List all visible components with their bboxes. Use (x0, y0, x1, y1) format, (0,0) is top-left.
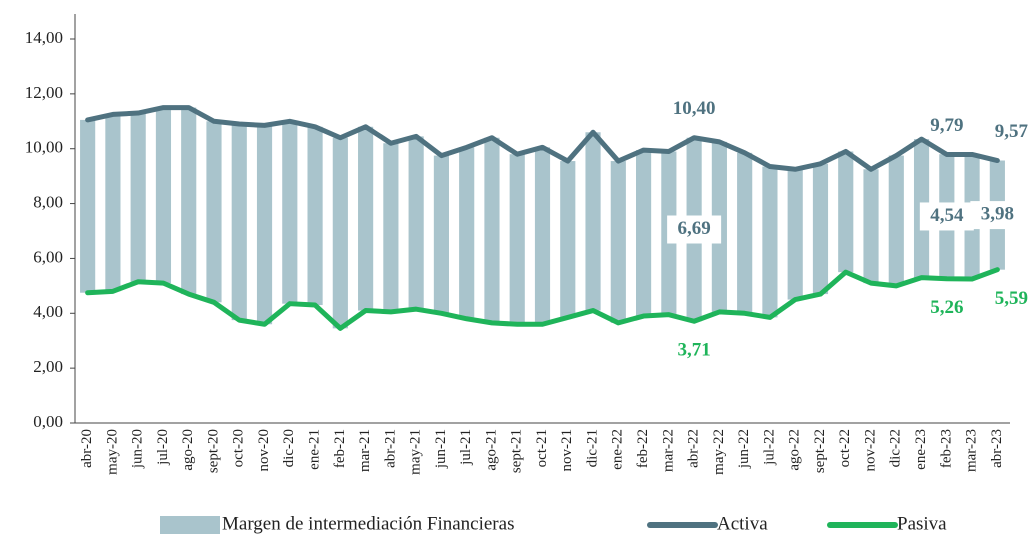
x-tick-label: ago-21 (483, 429, 499, 471)
x-tick-label: jun-22 (736, 429, 752, 469)
label-bg (919, 202, 974, 231)
data-label: 4,54 (930, 205, 964, 226)
legend-label: Margen de intermediación Financieras (222, 513, 514, 534)
bar (383, 143, 399, 312)
bar (585, 132, 601, 311)
x-tick-label: nov-20 (256, 429, 272, 472)
x-tick-label: mar-23 (964, 429, 980, 472)
bar (433, 155, 449, 314)
x-tick-label: sept-21 (509, 429, 525, 473)
bar (838, 151, 854, 273)
y-tick-label: 12,00 (25, 83, 63, 102)
x-tick-label: ene-21 (307, 429, 323, 470)
bar (888, 155, 904, 286)
x-tick-label: oct-22 (837, 429, 853, 467)
label-bg (667, 215, 722, 244)
x-tick-label: ago-20 (180, 429, 196, 471)
x-tick-label: abr-20 (79, 429, 95, 468)
bar (560, 161, 576, 318)
x-tick-label: oct-21 (534, 429, 550, 467)
y-tick-label: 14,00 (25, 28, 63, 47)
x-tick-label: dic-22 (888, 429, 904, 467)
x-tick-label: ene-22 (610, 429, 626, 470)
x-tick-label: feb-23 (938, 429, 954, 468)
x-tick-label: abr-22 (686, 429, 702, 468)
y-tick-label: 4,00 (33, 302, 63, 321)
x-tick-label: ene-23 (913, 429, 929, 470)
label-bg (970, 201, 1025, 230)
x-tick-label: ago-22 (787, 429, 803, 471)
line (85, 105, 1000, 172)
y-tick-label: 0,00 (33, 412, 63, 431)
bar (256, 125, 273, 325)
y-tick-label: 8,00 (33, 192, 63, 211)
x-tick-label: jul-22 (761, 429, 777, 466)
x-tick-label: jul-21 (458, 429, 474, 466)
x-tick-label: may-20 (104, 429, 120, 475)
x-tick-label: feb-22 (635, 429, 651, 468)
data-label: 5,26 (930, 297, 963, 318)
x-tick-label: mar-21 (357, 429, 373, 472)
line (85, 267, 1000, 331)
bar (534, 147, 551, 325)
data-label: 3,71 (677, 340, 710, 361)
x-tick-label: dic-20 (281, 429, 297, 467)
x-tick-label: jun-21 (433, 429, 449, 469)
x-tick-label: may-21 (408, 429, 424, 475)
bar (307, 126, 323, 306)
data-label: 5,59 (995, 288, 1028, 309)
bar (332, 137, 348, 329)
bar (787, 169, 803, 300)
y-tick-label: 10,00 (25, 138, 63, 157)
data-label: 10,40 (673, 98, 716, 119)
x-tick-label: abr-23 (989, 429, 1005, 468)
legend-label: Pasiva (897, 513, 947, 534)
bar (181, 107, 197, 295)
bar (231, 124, 247, 321)
bar (610, 161, 626, 323)
data-label: 3,98 (981, 203, 1014, 224)
data-label: 6,69 (677, 218, 710, 239)
x-tick-label: jul-20 (155, 429, 171, 466)
x-tick-label: nov-22 (862, 429, 878, 472)
data-label: 9,79 (930, 115, 963, 136)
x-tick-label: jun-20 (130, 429, 146, 469)
legend-swatch (160, 516, 220, 534)
x-tick-label: dic-21 (584, 429, 600, 467)
bar (737, 152, 753, 314)
x-tick-label: mar-22 (660, 429, 676, 472)
y-tick-label: 2,00 (33, 357, 63, 376)
x-tick-label: nov-21 (559, 429, 575, 472)
x-tick-label: feb-21 (332, 429, 348, 468)
bar (282, 121, 298, 304)
x-tick-label: sept-20 (205, 429, 221, 473)
data-label: 9,57 (995, 121, 1029, 142)
bar (484, 137, 500, 323)
bar (636, 150, 652, 317)
bar (863, 169, 879, 284)
bar (155, 107, 172, 284)
bar (408, 136, 424, 310)
y-tick-label: 6,00 (33, 247, 63, 266)
legend-label: Activa (717, 513, 768, 534)
bar (812, 163, 829, 295)
bar (130, 113, 146, 282)
x-tick-label: abr-21 (382, 429, 398, 468)
bar (459, 147, 475, 319)
bar (509, 154, 525, 325)
x-tick-label: sept-22 (812, 429, 828, 473)
bar (80, 119, 96, 293)
x-tick-label: may-22 (711, 429, 727, 475)
bar (762, 166, 778, 318)
x-tick-label: oct-20 (231, 429, 247, 467)
bar (206, 121, 222, 303)
bar (358, 126, 374, 311)
bar (105, 114, 121, 292)
